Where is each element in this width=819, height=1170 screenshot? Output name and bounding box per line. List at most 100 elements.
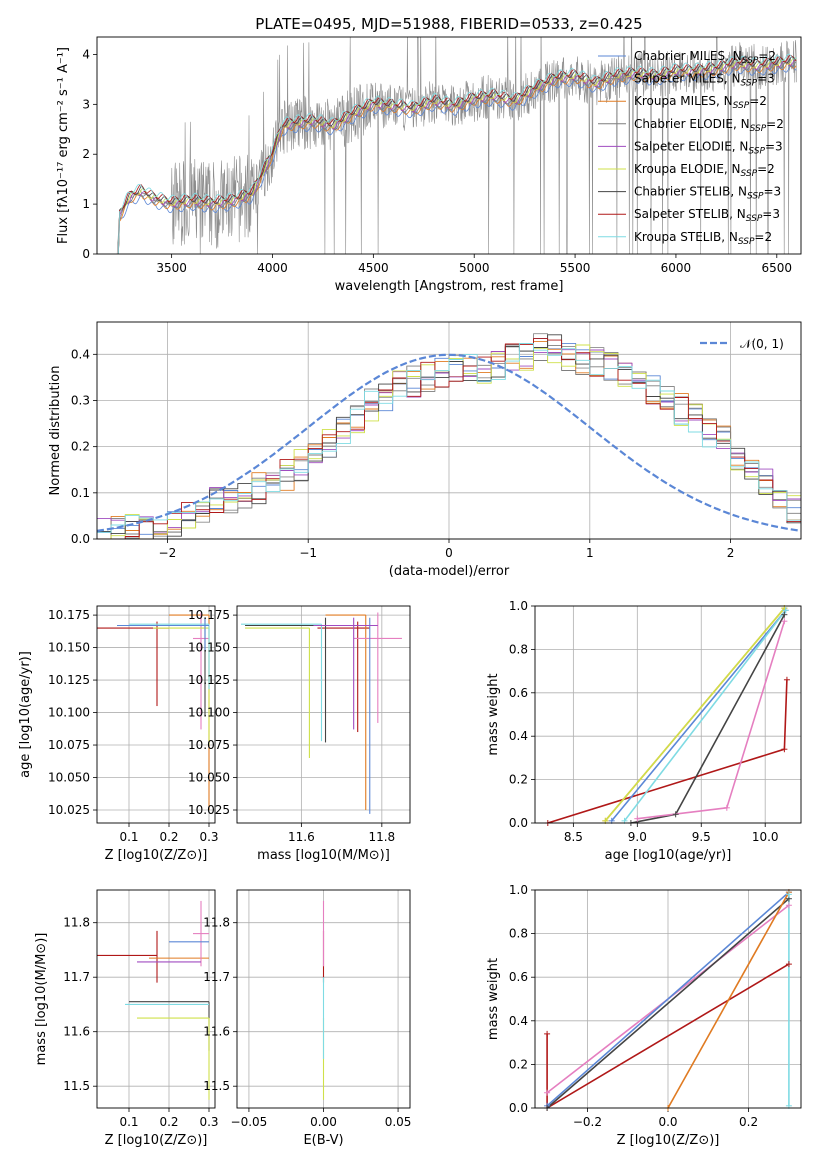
axes-frame	[96, 36, 802, 255]
plot-area	[97, 333, 801, 539]
weight-line-3	[546, 898, 790, 1108]
y-axis-label: Flux [fλ10⁻¹⁷ erg cm⁻² s⁻¹ A⁻¹]	[56, 47, 71, 244]
x-tick-label: 0	[445, 546, 453, 560]
x-tick-label: 0.3	[199, 830, 218, 844]
x-tick-label: 8.5	[564, 830, 583, 844]
legend-tail: =2	[749, 94, 767, 108]
panel-mass_vs_Z: 0.1 0.2 0.3 11.5 11.6 11.7 11.8 Z [log10(Z/Z⊙)]…	[34, 889, 219, 1148]
x-axis-label: Z [log10(Z/Z⊙)]	[617, 1133, 720, 1148]
legend-tail: =3	[757, 72, 775, 86]
legend-tail: =2	[757, 162, 775, 176]
x-tick-label: 6500	[762, 261, 793, 275]
y-tick-label: 3	[82, 97, 90, 111]
x-tick-label: 4500	[358, 261, 389, 275]
y-tick-label: 10.025	[188, 803, 230, 817]
x-tick-label: 0.2	[739, 1115, 758, 1129]
legend-label: Kroupa MILES, N	[634, 94, 733, 108]
y-tick-label: 0.8	[509, 642, 528, 656]
plot-area	[547, 607, 788, 823]
legend-sub: SSP	[746, 214, 763, 224]
legend-entry: Kroupa STELIB, NSSP=2	[634, 230, 772, 247]
x-tick-label: 0.1	[119, 1115, 138, 1129]
y-tick-label: 10.100	[48, 706, 90, 720]
x-axis-label: (data-model)/error	[389, 564, 510, 579]
x-tick-label: −1	[299, 546, 317, 560]
y-tick-label: 11.8	[63, 916, 90, 930]
histogram-step-5	[97, 344, 801, 539]
model-line-5	[117, 57, 797, 254]
y-tick-label: 10.150	[48, 641, 90, 655]
y-tick-label: 10.125	[48, 673, 90, 687]
x-tick-label: −2	[159, 546, 177, 560]
y-tick-label: 10.075	[188, 738, 230, 752]
y-tick-label: 10.100	[188, 706, 230, 720]
legend-entry: Kroupa MILES, NSSP=2	[634, 94, 767, 111]
axes-frame	[534, 605, 802, 824]
x-axis-label: wavelength [Angstrom, rest frame]	[335, 279, 564, 294]
legend-sub: SSP	[747, 192, 764, 202]
gaussian-curve	[97, 353, 801, 532]
legend-sub: SSP	[750, 124, 767, 134]
y-tick-label: 10.025	[48, 803, 90, 817]
x-tick-label: 1	[586, 546, 594, 560]
y-tick-label: 1.0	[509, 883, 528, 897]
y-tick-label: 0.8	[509, 927, 528, 941]
y-tick-label: 0.3	[71, 393, 90, 407]
x-tick-label: 9.5	[692, 830, 711, 844]
y-axis-label: mass [log10(M/M⊙)]	[34, 933, 49, 1066]
y-tick-label: 10.125	[188, 673, 230, 687]
legend-label: Kroupa STELIB, N	[634, 230, 738, 244]
legend-label: Salpeter STELIB, N	[634, 207, 746, 221]
axes-frame	[96, 321, 802, 540]
legend-tail: =2	[754, 230, 772, 244]
x-tick-label: 0.3	[199, 1115, 218, 1129]
axes-frame	[96, 889, 216, 1109]
x-axis-label: age [log10(age/yr)]	[605, 848, 732, 863]
weight-line-0	[547, 679, 788, 823]
legend-tail: =2	[758, 49, 776, 63]
y-tick-label: 0.6	[509, 970, 528, 984]
x-tick-label: 5500	[560, 261, 591, 275]
y-tick-label: 11.6	[63, 1025, 90, 1039]
y-tick-label: 10.175	[48, 608, 90, 622]
y-tick-label: 0.2	[71, 440, 90, 454]
plot-area	[116, 37, 797, 254]
legend-label: Chabrier ELODIE, N	[634, 117, 750, 131]
y-tick-label: 10.050	[48, 771, 90, 785]
y-tick-label: 0.4	[71, 347, 90, 361]
histogram-step-7	[97, 338, 801, 539]
x-tick-label: 10.0	[752, 830, 779, 844]
legend-entry: Chabrier ELODIE, NSSP=2	[634, 117, 784, 134]
x-tick-label: 3500	[156, 261, 187, 275]
y-axis-label: mass weight	[486, 958, 501, 1040]
panel-mass_vs_ebv: −0.05 0.00 0.05 11.5 11.6 11.7 11.8 E(B-V)	[203, 889, 412, 1148]
x-tick-label: 9.0	[628, 830, 647, 844]
legend-entry: Chabrier MILES, NSSP=2	[634, 49, 776, 66]
weight-line-2	[604, 607, 786, 822]
axes-frame	[96, 605, 216, 824]
model-line-8	[117, 53, 797, 254]
y-tick-label: 0.0	[509, 1101, 528, 1115]
panel-weight_vs_Z: −0.2 0.0 0.2 0.0 0.2 0.4 0.6 0.8 1.0 Z [log10(Z/Z…	[486, 883, 802, 1148]
legend-sub: SSP	[748, 146, 765, 156]
y-tick-label: 11.5	[63, 1079, 90, 1093]
figure-title: PLATE=0495, MJD=51988, FIBERID=0533, z=0…	[255, 15, 642, 33]
x-tick-label: 0.2	[159, 1115, 178, 1129]
x-axis-label: Z [log10(Z/Z⊙)]	[105, 848, 208, 863]
x-tick-label: 0.0	[658, 1115, 677, 1129]
x-tick-label: −0.05	[231, 1115, 268, 1129]
model-line-7	[117, 54, 797, 254]
y-tick-label: 10.050	[188, 771, 230, 785]
legend-tail: =3	[762, 207, 780, 221]
x-tick-label: 0.05	[385, 1115, 412, 1129]
plot-area	[97, 900, 210, 1100]
legend-sub: SSP	[738, 237, 755, 247]
legend-label: Chabrier MILES, N	[634, 49, 742, 63]
panel-age_vs_Z: 0.1 0.2 0.3 10.025 10.050 10.075 10.100 10.125 1…	[18, 605, 219, 863]
weight-line-4	[623, 609, 787, 822]
x-tick-label: 0.1	[119, 830, 138, 844]
weight-line-3	[611, 609, 787, 822]
y-axis-label: age [log10(age/yr)]	[18, 651, 33, 778]
axes-frame	[236, 605, 411, 824]
